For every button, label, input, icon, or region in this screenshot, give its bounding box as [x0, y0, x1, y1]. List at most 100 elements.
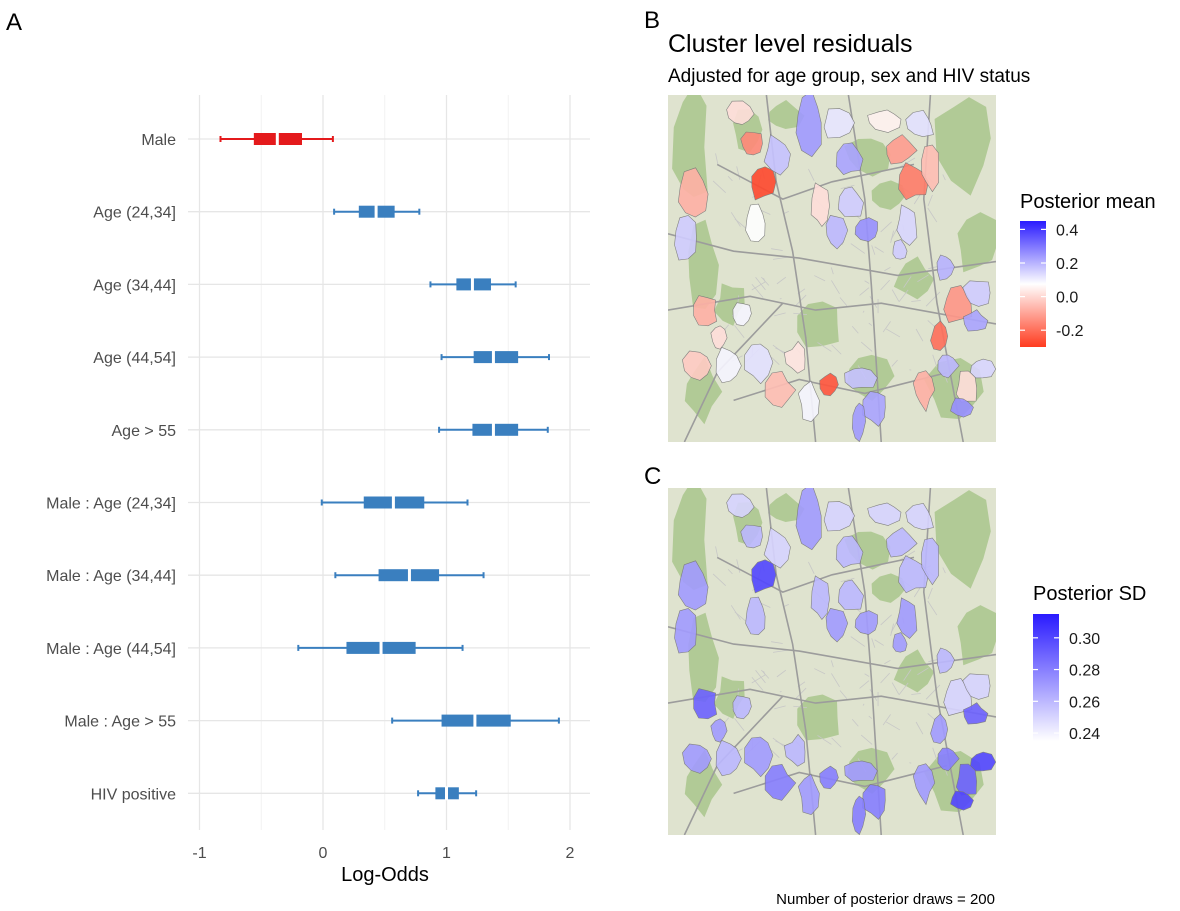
cluster-polygon — [677, 167, 709, 218]
cluster-polygon — [937, 354, 960, 379]
street — [771, 641, 783, 644]
cluster-polygon — [751, 166, 777, 201]
cluster-polygon — [905, 502, 934, 531]
street — [880, 279, 890, 291]
cluster-polygon — [819, 765, 839, 790]
street — [755, 669, 766, 684]
street — [917, 274, 929, 283]
street — [917, 667, 929, 676]
legend-tick-label: 0.26 — [1069, 694, 1100, 711]
cluster-polygon — [823, 501, 855, 532]
x-tick-label: 2 — [566, 845, 575, 862]
street — [779, 691, 782, 693]
street — [839, 690, 848, 700]
cluster-polygon — [950, 397, 974, 418]
street — [814, 275, 826, 282]
log-odds-boxplot: Male Age (24,34] Age (34,44] Age (44,54] Age… — [46, 95, 590, 886]
boxplot-row: Age (44,54] — [93, 350, 551, 367]
cluster-polygon — [962, 280, 991, 307]
cluster-polygon — [936, 254, 955, 281]
major-road — [716, 163, 915, 200]
row-label: Age (44,54] — [93, 350, 176, 367]
street — [783, 210, 789, 214]
street — [840, 577, 855, 583]
cluster-polygon — [963, 309, 989, 332]
street — [880, 672, 890, 684]
street — [751, 281, 766, 291]
cluster-polygon — [740, 131, 763, 156]
x-tick-label: 0 — [319, 845, 328, 862]
forest-area — [893, 649, 935, 693]
posterior-mean-legend: Posterior mean 0.4 0.2 0.0 -0.2 — [1020, 191, 1156, 347]
street — [779, 298, 782, 300]
cluster-polygon — [892, 239, 908, 260]
street — [891, 289, 900, 302]
street — [860, 341, 873, 352]
map-title: Cluster level residuals — [668, 30, 913, 58]
street — [839, 297, 848, 307]
street — [727, 175, 733, 182]
legend-ticks-mean: 0.4 0.2 0.0 -0.2 — [1020, 222, 1084, 340]
major-road — [716, 556, 915, 593]
street — [771, 248, 783, 251]
street — [864, 280, 870, 284]
street — [751, 676, 764, 691]
x-tick-label: -1 — [192, 845, 206, 862]
street — [868, 715, 873, 719]
street — [903, 276, 912, 288]
row-label: HIV positive — [91, 786, 176, 803]
cluster-polygon — [823, 108, 855, 139]
street — [869, 295, 878, 308]
street — [772, 256, 788, 260]
street — [776, 669, 787, 678]
legend-ticks-sd: 0.30 0.28 0.26 0.24 — [1033, 631, 1100, 743]
street — [774, 312, 786, 317]
major-road — [668, 295, 996, 325]
row-label: Male — [141, 132, 176, 149]
street — [860, 734, 873, 745]
street — [763, 670, 766, 675]
cluster-polygon — [867, 502, 902, 526]
street — [891, 752, 898, 760]
street — [862, 310, 865, 313]
street — [772, 649, 788, 653]
street — [925, 291, 941, 307]
cluster-polygon — [920, 144, 940, 193]
street — [850, 636, 866, 647]
forest-area — [957, 605, 996, 666]
legend-tick-label: 0.4 — [1056, 222, 1078, 239]
street — [763, 277, 766, 282]
cluster-polygon — [810, 182, 830, 227]
street — [871, 245, 876, 255]
cluster-polygon — [892, 632, 908, 653]
cluster-polygon — [886, 134, 918, 165]
cluster-polygon — [674, 215, 697, 261]
street — [927, 207, 938, 223]
legend-tick-label: 0.28 — [1069, 663, 1100, 680]
street — [927, 600, 938, 616]
cluster-polygon — [837, 186, 864, 217]
street — [891, 359, 898, 367]
street — [862, 703, 865, 706]
boxplot-row: Male : Age > 55 — [64, 713, 560, 731]
legend-tick-label: -0.2 — [1056, 323, 1084, 340]
street — [751, 283, 764, 298]
cluster-polygon — [763, 134, 791, 176]
street — [864, 673, 870, 677]
street — [880, 614, 892, 626]
street — [831, 280, 840, 295]
street — [715, 153, 719, 166]
street — [899, 550, 916, 561]
street — [915, 328, 924, 342]
cluster-polygon — [726, 493, 755, 518]
cluster-polygon — [726, 100, 755, 125]
posterior-mean-map — [668, 95, 996, 442]
legend-tick-label: 0.30 — [1069, 631, 1100, 648]
caption: Number of posterior draws = 200 — [776, 891, 995, 908]
street — [736, 559, 741, 573]
cluster-polygon — [886, 527, 918, 558]
street — [783, 603, 789, 607]
forest-area — [768, 493, 805, 522]
cluster-polygon — [783, 733, 806, 767]
